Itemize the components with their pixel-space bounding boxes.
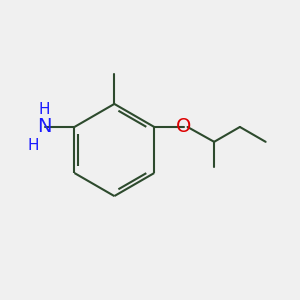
Text: H: H [39,102,50,117]
Text: N: N [38,118,52,136]
Text: H: H [28,138,39,153]
Text: O: O [176,118,192,136]
